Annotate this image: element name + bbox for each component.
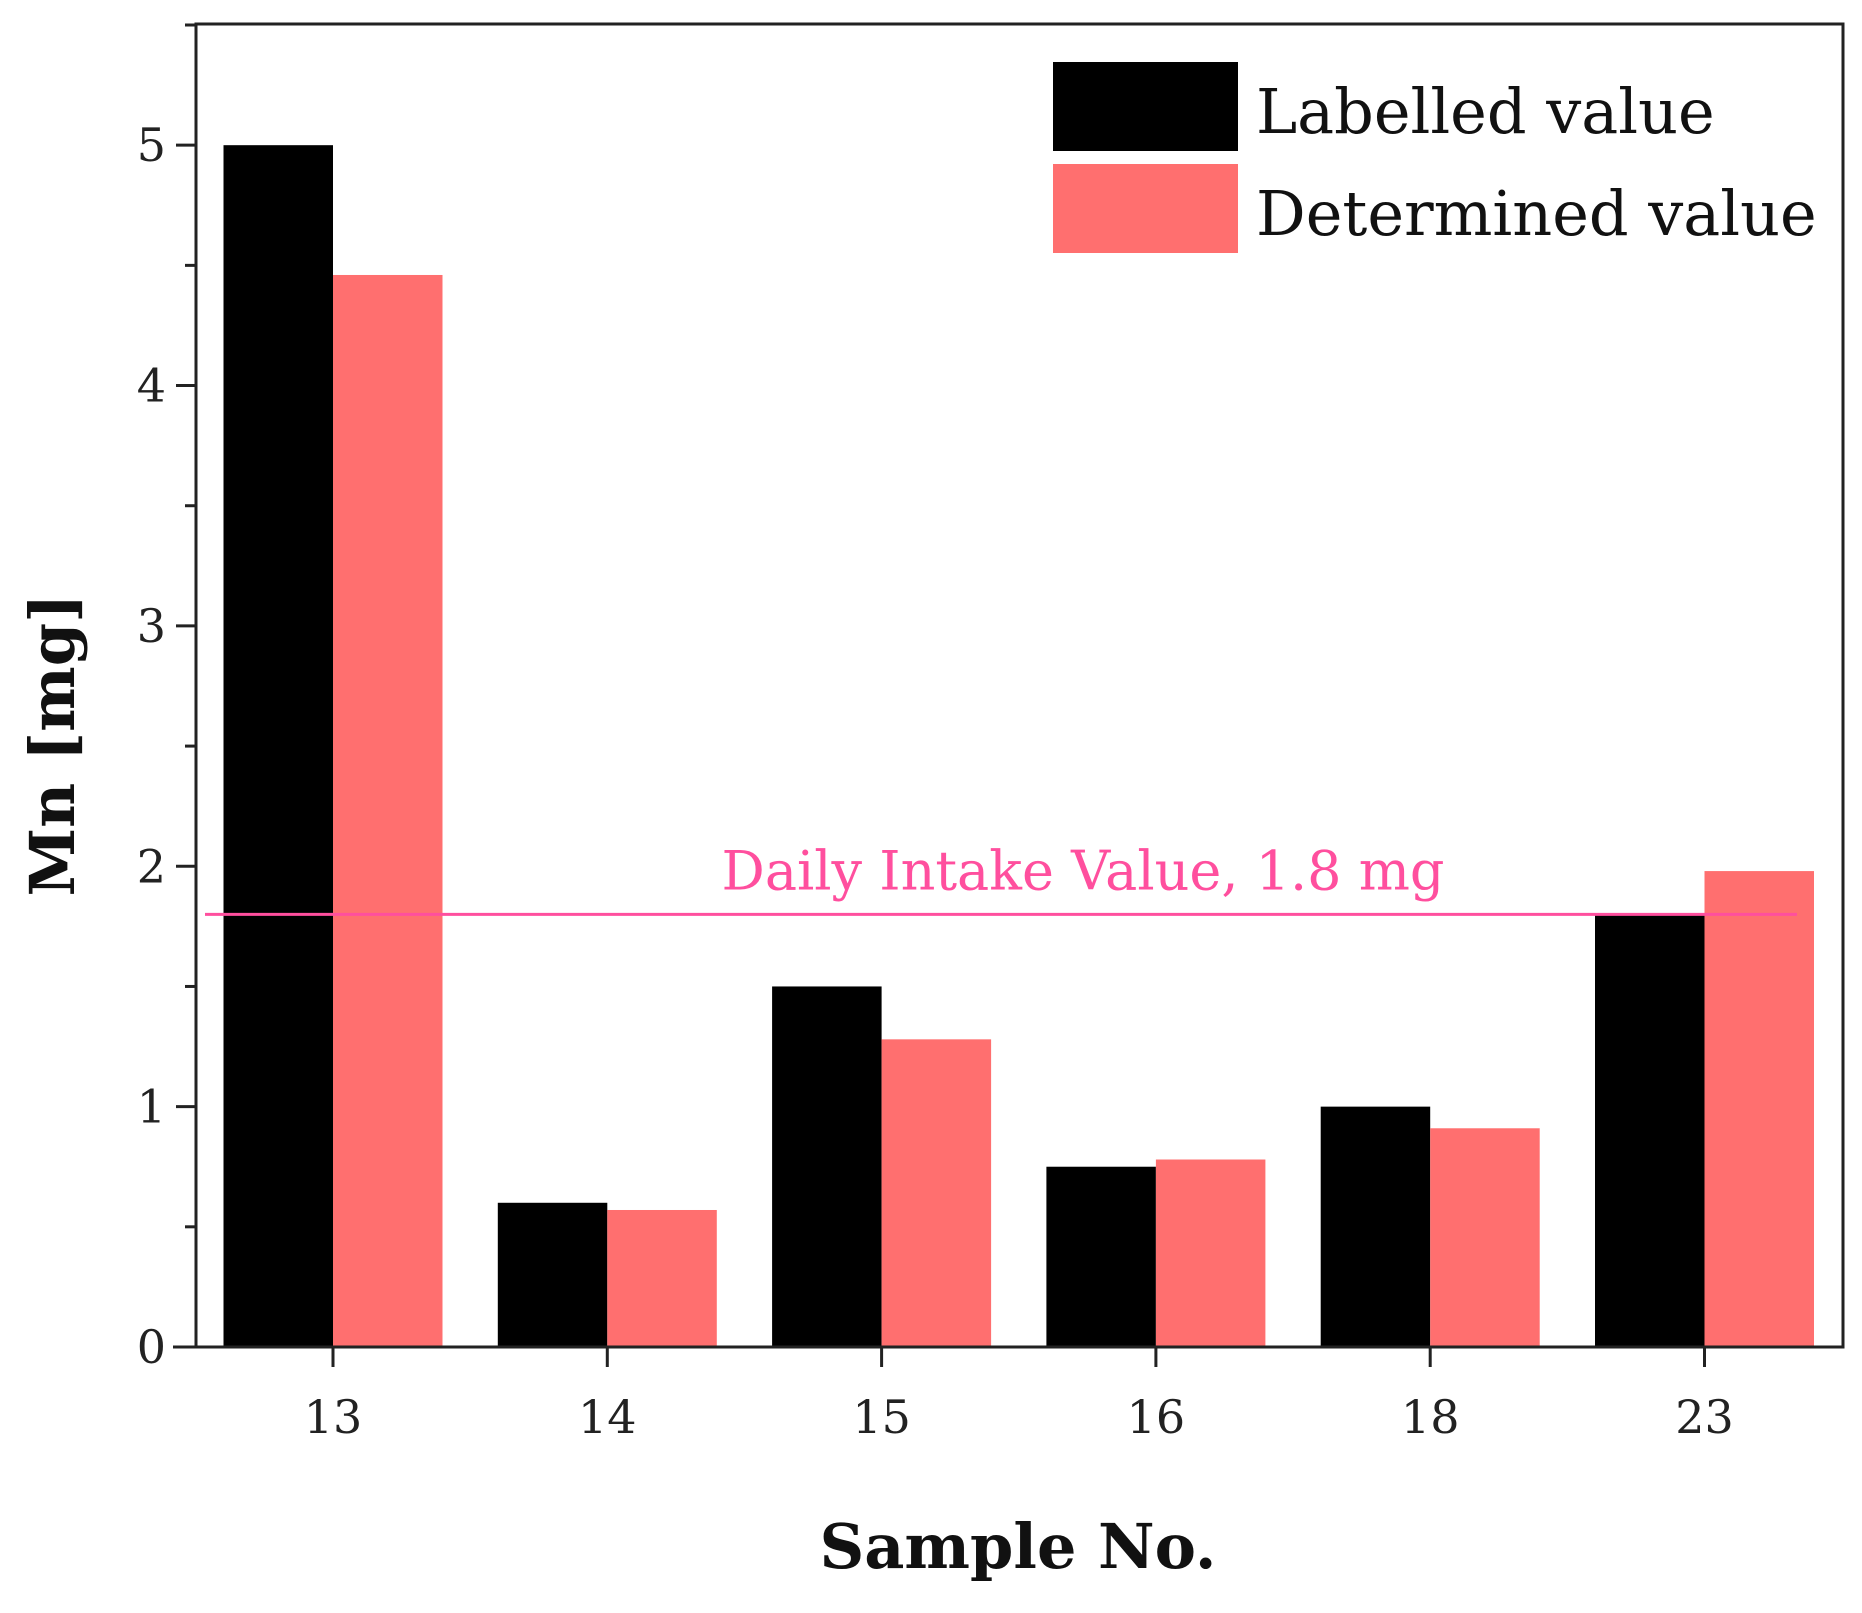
x-tick-label: 14 <box>578 1390 637 1444</box>
x-tick-label: 13 <box>304 1390 363 1444</box>
x-tick-label: 15 <box>852 1390 911 1444</box>
bar-labelled-23 <box>1595 914 1705 1347</box>
y-tick-label: 1 <box>137 1080 166 1134</box>
daily-intake-label: Daily Intake Value, 1.8 mg <box>722 839 1445 902</box>
bar-labelled-15 <box>772 986 882 1347</box>
bar-determined-14 <box>607 1209 717 1347</box>
x-tick-label: 18 <box>1401 1390 1460 1444</box>
legend-swatch-labelled <box>1053 62 1238 151</box>
bars <box>223 145 1814 1348</box>
reference-line-group: Daily Intake Value, 1.8 mg <box>205 839 1797 916</box>
bar-determined-15 <box>881 1039 992 1347</box>
bar-labelled-16 <box>1046 1166 1156 1347</box>
legend: Labelled value Determined value <box>1053 62 1817 253</box>
legend-label-determined: Determined value <box>1256 177 1817 250</box>
x-tick-label: 16 <box>1127 1390 1186 1444</box>
bar-labelled-14 <box>497 1202 608 1347</box>
y-tick-label: 4 <box>137 359 166 413</box>
y-axis-title: Mn [mg] <box>16 594 89 897</box>
y-tick-label: 3 <box>137 599 166 653</box>
bar-determined-16 <box>1155 1159 1266 1347</box>
legend-label-labelled: Labelled value <box>1256 75 1715 148</box>
x-tick-label: 23 <box>1675 1390 1734 1444</box>
bar-determined-18 <box>1430 1128 1540 1347</box>
bar-labelled-13 <box>223 145 333 1347</box>
bar-labelled-18 <box>1320 1106 1431 1347</box>
bar-determined-23 <box>1704 871 1814 1347</box>
y-tick-label: 2 <box>137 839 166 893</box>
x-axis-title: Sample No. <box>819 1510 1216 1583</box>
y-tick-label: 5 <box>137 118 166 172</box>
bar-determined-13 <box>333 274 443 1348</box>
y-tick-label: 0 <box>137 1320 166 1374</box>
legend-swatch-determined <box>1053 164 1238 253</box>
